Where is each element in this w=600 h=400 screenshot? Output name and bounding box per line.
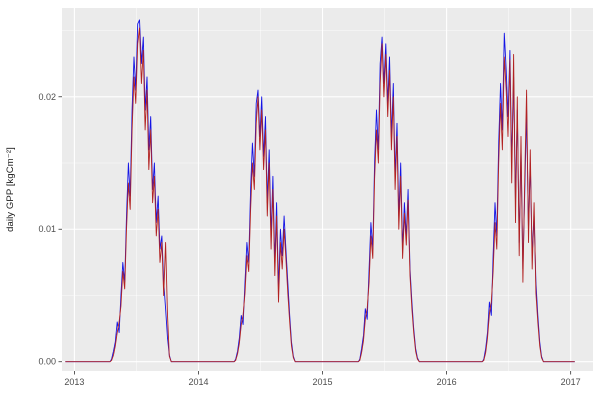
- y-tick-label: 0.01: [38, 224, 56, 234]
- x-tick-label: 2013: [64, 377, 84, 387]
- x-tick-label: 2014: [188, 377, 208, 387]
- y-tick-label: 0.00: [38, 357, 56, 367]
- x-tick-label: 2016: [437, 377, 457, 387]
- x-tick-label: 2017: [561, 377, 581, 387]
- y-tick-label: 0.02: [38, 92, 56, 102]
- x-tick-label: 2015: [313, 377, 333, 387]
- series-line-red: [65, 27, 575, 363]
